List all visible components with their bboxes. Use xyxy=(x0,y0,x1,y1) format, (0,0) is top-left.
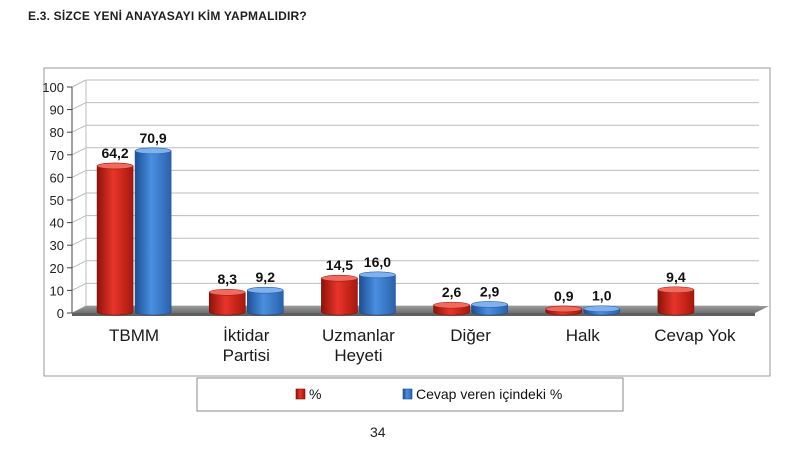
gridline-side xyxy=(71,260,87,269)
bar-series-respondents-percent xyxy=(359,271,396,316)
y-tick-label: 30 xyxy=(50,238,64,253)
data-label: 2,6 xyxy=(442,284,462,300)
data-label: 2,9 xyxy=(480,283,500,299)
bar-body xyxy=(208,291,246,316)
data-labels: 64,2 70,9 8,3 9,2 14,5 16,0 2,6 2,9 0,9 1,0 9,4 xyxy=(101,130,685,304)
bar-top xyxy=(96,162,134,170)
legend-swatch-respondents-percent xyxy=(402,388,413,400)
y-tick-label: 70 xyxy=(50,148,64,163)
chart-heading: E.3. SİZCE YENİ ANAYASAYI KİM YAPMALIDIR… xyxy=(28,9,307,23)
y-tick-label: 10 xyxy=(50,283,64,298)
bars xyxy=(96,147,695,316)
bar-series-respondents-percent xyxy=(583,305,621,316)
bar-series-percent xyxy=(545,305,583,316)
bar-series-percent xyxy=(96,162,134,316)
bar-series-percent xyxy=(208,288,246,316)
y-tick-label: 50 xyxy=(50,193,64,208)
bar-series-percent xyxy=(433,301,470,316)
gridline-side xyxy=(71,282,87,291)
y-tick-label: 100 xyxy=(42,80,64,95)
data-label: 16,0 xyxy=(364,254,391,270)
data-label: 70,9 xyxy=(139,130,166,146)
category-label: Uzmanlar xyxy=(322,326,395,345)
category-label: İktidar xyxy=(223,326,270,345)
category-label: Cevap Yok xyxy=(654,326,736,345)
bar-body xyxy=(246,289,284,316)
bar-top xyxy=(134,147,172,155)
y-axis-ticks: 0 10 20 30 40 50 60 70 80 90 100 xyxy=(42,80,73,321)
bar-top xyxy=(657,286,695,294)
gridline-side xyxy=(71,124,87,133)
bar-top xyxy=(471,301,508,308)
category-label: TBMM xyxy=(109,326,159,345)
legend-label: % xyxy=(309,386,321,402)
bar-top xyxy=(359,271,396,279)
y-tick-label: 0 xyxy=(57,306,64,321)
bar-series-respondents-percent xyxy=(134,147,172,316)
gridline-side xyxy=(71,147,87,156)
bar-body xyxy=(321,277,358,316)
bar-body xyxy=(657,289,695,316)
y-tick-label: 80 xyxy=(50,125,64,140)
gridline-side xyxy=(71,169,87,178)
bar-body xyxy=(134,150,172,316)
bar-series-percent xyxy=(657,286,695,316)
y-tick-label: 20 xyxy=(50,261,64,276)
chart-frame xyxy=(43,67,771,377)
gridlines xyxy=(71,79,759,314)
bar-top xyxy=(583,305,621,313)
bar-top xyxy=(433,301,470,309)
gridline-side xyxy=(71,215,87,224)
gridline-side xyxy=(71,102,87,111)
bar-top xyxy=(321,274,358,282)
category-label: Halk xyxy=(566,326,601,345)
legend-label: Cevap veren içindeki % xyxy=(416,386,562,402)
bar-series-respondents-percent xyxy=(471,301,508,316)
floor-front xyxy=(72,313,755,316)
bar-series-respondents-percent xyxy=(246,286,284,316)
chart-border xyxy=(43,67,771,377)
bar-top xyxy=(545,305,583,313)
data-label: 64,2 xyxy=(101,145,128,161)
y-tick-label: 90 xyxy=(50,103,64,118)
data-label: 1,0 xyxy=(592,288,612,304)
category-label: Diğer xyxy=(450,326,491,345)
page-number: 34 xyxy=(370,424,386,440)
y-tick-label: 60 xyxy=(50,170,64,185)
data-label: 8,3 xyxy=(218,271,238,287)
bar-series-percent xyxy=(321,274,358,316)
data-label: 0,9 xyxy=(554,288,574,304)
bar-top xyxy=(246,286,284,294)
category-label: Heyeti xyxy=(334,346,382,365)
data-label: 14,5 xyxy=(326,257,353,273)
y-tick-label: 40 xyxy=(50,216,64,231)
data-label: 9,2 xyxy=(256,269,276,285)
category-label: Partisi xyxy=(223,346,270,365)
legend: % Cevap veren içindeki % xyxy=(196,377,624,412)
gridline-side xyxy=(71,237,87,246)
bar-body xyxy=(96,165,134,316)
gridline-side xyxy=(71,79,87,88)
bar-body xyxy=(359,274,396,316)
bar-top xyxy=(208,288,246,296)
legend-swatch-percent xyxy=(295,388,306,400)
gridline-side xyxy=(71,192,87,201)
data-label: 9,4 xyxy=(666,269,686,285)
